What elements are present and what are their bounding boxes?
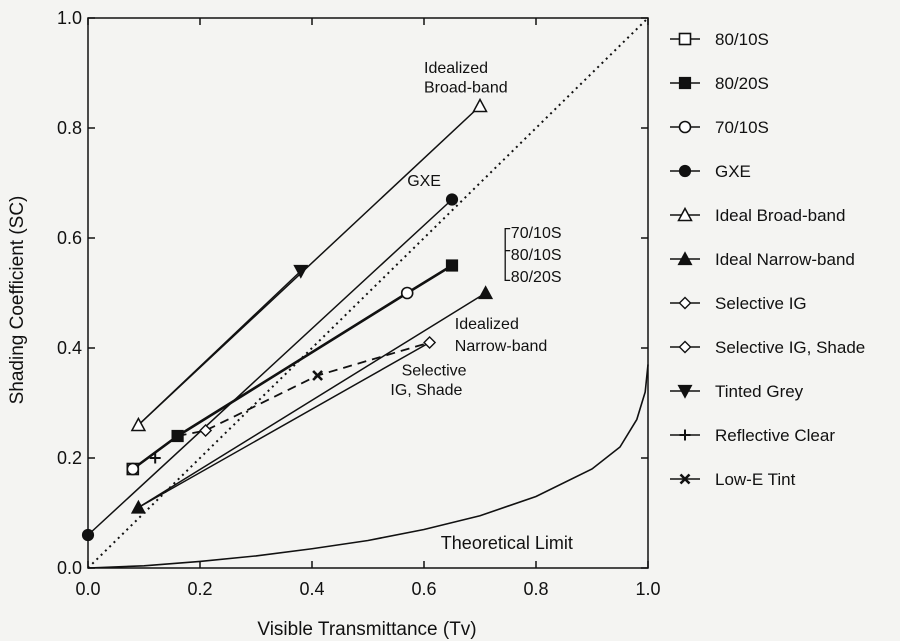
y-tick-label: 0.0 [57,558,82,578]
data-point-triangle-down-filled [293,264,309,279]
legend-marker-triangle-up-open [677,206,693,222]
legend-label: 80/10S [715,30,769,49]
y-tick-label: 0.6 [57,228,82,248]
x-axis-label: Visible Transmittance (Tv) [257,619,476,640]
annotation-label: 80/10S [511,247,562,264]
series-line [138,292,486,509]
theoretical-limit-curve [87,364,649,569]
legend: 80/10S 80/20S 70/10S GXE Ideal Broad-band Ide… [670,30,865,489]
annotation-label: Narrow-band [455,338,547,355]
legend-marker-plus [679,429,691,441]
x-tick-label: 0.6 [411,579,436,599]
legend-marker-circle-filled [678,164,692,178]
legend-label: Tinted Grey [715,382,804,401]
series-line [138,341,430,509]
x-tick-label: 1.0 [635,579,660,599]
data-point-circle-filled [445,193,459,206]
legend-item: 80/20S [670,74,769,93]
annotation-label: Idealized [424,60,488,77]
legend-label: 80/20S [715,74,769,93]
legend-marker-triangle-up-filled [677,251,693,266]
data-point-triangle-up-open [472,97,488,113]
legend-marker-square-filled [678,76,692,90]
legend-item: 70/10S [670,118,769,137]
x-tick-label: 0.2 [187,579,212,599]
x-tick-label: 0.0 [75,579,100,599]
legend-label: Ideal Broad-band [715,206,845,225]
x-b [679,473,691,485]
series-line [87,17,649,569]
annotation-label: Theoretical Limit [441,533,573,553]
annotation-label: Idealized [455,316,519,333]
legend-item: 80/10S [670,30,769,49]
plot-frame [87,17,649,569]
x-tick-label: 0.8 [523,579,548,599]
legend-item: Selective IG, Shade [670,338,865,357]
y-tick-label: 0.2 [57,448,82,468]
y-tick-label: 0.4 [57,338,82,358]
x-tick-label: 0.4 [299,579,324,599]
legend-label: Reflective Clear [715,426,835,445]
y-tick-label: 0.8 [57,118,82,138]
data-point-diamond-open [199,424,213,437]
legend-marker-x [679,473,691,485]
legend-item: Low-E Tint [670,470,796,489]
legend-label: Selective IG [715,294,807,313]
data-point-diamond-open [423,336,437,349]
legend-marker-diamond-open [678,296,692,310]
series-line [87,198,453,536]
legend-marker-triangle-down-filled [677,384,693,399]
annotation-bracket [504,227,511,282]
legend-item: GXE [670,162,751,181]
legend-marker-square-open [678,32,692,46]
legend-marker-circle-open [678,120,692,134]
data-point-triangle-up-open [130,416,147,432]
data-point-square-filled [171,429,184,443]
data-point-triangle-up-filled [130,499,146,514]
data-point-triangle-up-filled [478,285,494,300]
legend-label: GXE [715,162,751,181]
legend-item: Tinted Grey [670,382,804,401]
legend-label: 70/10S [715,118,769,137]
y-axis-label: Shading Coefficient (SC) [7,196,28,405]
annotation-label: Broad-band [424,79,508,96]
annotation-label: Selective [402,363,467,380]
data-point-circle-open [400,286,414,300]
annotation-label: GXE [407,173,441,190]
data-point-square-filled [445,259,459,272]
annotation-label: 70/10S [511,225,562,242]
legend-marker-diamond-open [678,340,692,354]
axes: 0.0 0.2 0.4 0.6 0.8 1.0 0.0 0.2 0.4 0.6 0.8 1.0 [57,8,661,599]
annotation-label: 80/20S [511,269,562,286]
legend-item: Reflective Clear [670,426,835,445]
legend-item: Ideal Narrow-band [670,250,855,269]
legend-item: Selective IG [670,294,807,313]
data-point-x [312,370,324,381]
plot-area [81,17,649,569]
data-point-circle-open [126,462,140,476]
data-point-plus [149,452,161,464]
legend-label: Selective IG, Shade [715,338,865,357]
legend-label: Low-E Tint [715,470,796,489]
series-line [177,341,430,437]
x-b [312,370,324,381]
annotations: Idealized Broad-band GXE 70/10S 80/10S 80/20S… [390,60,572,553]
annotation-label: IG, Shade [390,382,462,399]
legend-item: Ideal Broad-band [670,206,845,225]
series-line [137,270,302,426]
legend-label: Ideal Narrow-band [715,250,855,269]
y-tick-label: 1.0 [57,8,82,28]
